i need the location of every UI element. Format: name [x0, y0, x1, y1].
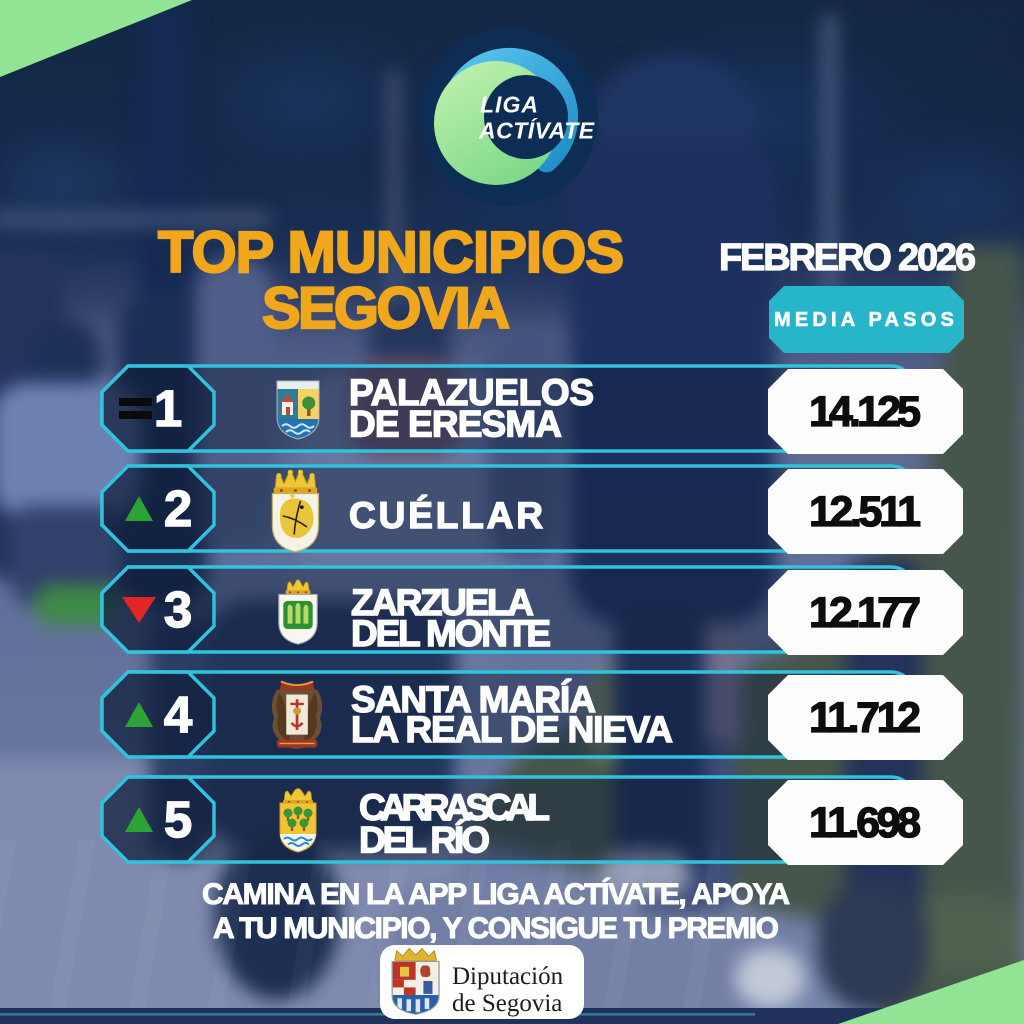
- svg-text:LA REAL DE NIEVA: LA REAL DE NIEVA: [351, 709, 673, 750]
- svg-text:SANTA MARÍA: SANTA MARÍA: [351, 679, 596, 720]
- svg-text:SEGOVIA: SEGOVIA: [262, 276, 510, 341]
- svg-text:DEL RÍO: DEL RÍO: [359, 820, 490, 861]
- svg-text:CUÉLLAR: CUÉLLAR: [349, 495, 543, 536]
- svg-text:CARRASCAL: CARRASCAL: [359, 787, 550, 828]
- svg-text:PALAZUELOS: PALAZUELOS: [349, 372, 594, 413]
- svg-text:DEL MONTE: DEL MONTE: [351, 613, 551, 654]
- svg-text:4: 4: [164, 686, 193, 743]
- svg-text:3: 3: [164, 581, 192, 638]
- svg-text:14.125: 14.125: [809, 388, 921, 436]
- svg-text:TOP MUNICIPIOS: TOP MUNICIPIOS: [158, 220, 624, 285]
- svg-text:11.712: 11.712: [809, 694, 921, 742]
- svg-text:FEBRERO 2026: FEBRERO 2026: [719, 237, 976, 279]
- svg-text:12.177: 12.177: [809, 589, 921, 637]
- svg-text:11.698: 11.698: [809, 799, 921, 847]
- svg-text:Diputación: Diputación: [452, 963, 564, 990]
- svg-text:1: 1: [154, 380, 182, 437]
- svg-text:DE ERESMA: DE ERESMA: [349, 404, 562, 445]
- svg-text:de Segovia: de Segovia: [452, 990, 562, 1017]
- svg-text:CAMINA EN LA APP LIGA ACTÍVATE: CAMINA EN LA APP LIGA ACTÍVATE, APOYA: [202, 877, 790, 911]
- svg-text:12.511: 12.511: [809, 488, 921, 536]
- svg-text:MEDIA PASOS: MEDIA PASOS: [774, 309, 958, 331]
- svg-text:ZARZUELA: ZARZUELA: [351, 582, 534, 623]
- svg-text:LIGA: LIGA: [480, 92, 539, 118]
- svg-text:A TU MUNICIPIO, Y CONSIGUE TU: A TU MUNICIPIO, Y CONSIGUE TU PREMIO: [213, 912, 779, 945]
- svg-text:5: 5: [164, 791, 192, 848]
- svg-text:ACTÍVATE: ACTÍVATE: [478, 117, 595, 144]
- svg-text:2: 2: [164, 480, 192, 537]
